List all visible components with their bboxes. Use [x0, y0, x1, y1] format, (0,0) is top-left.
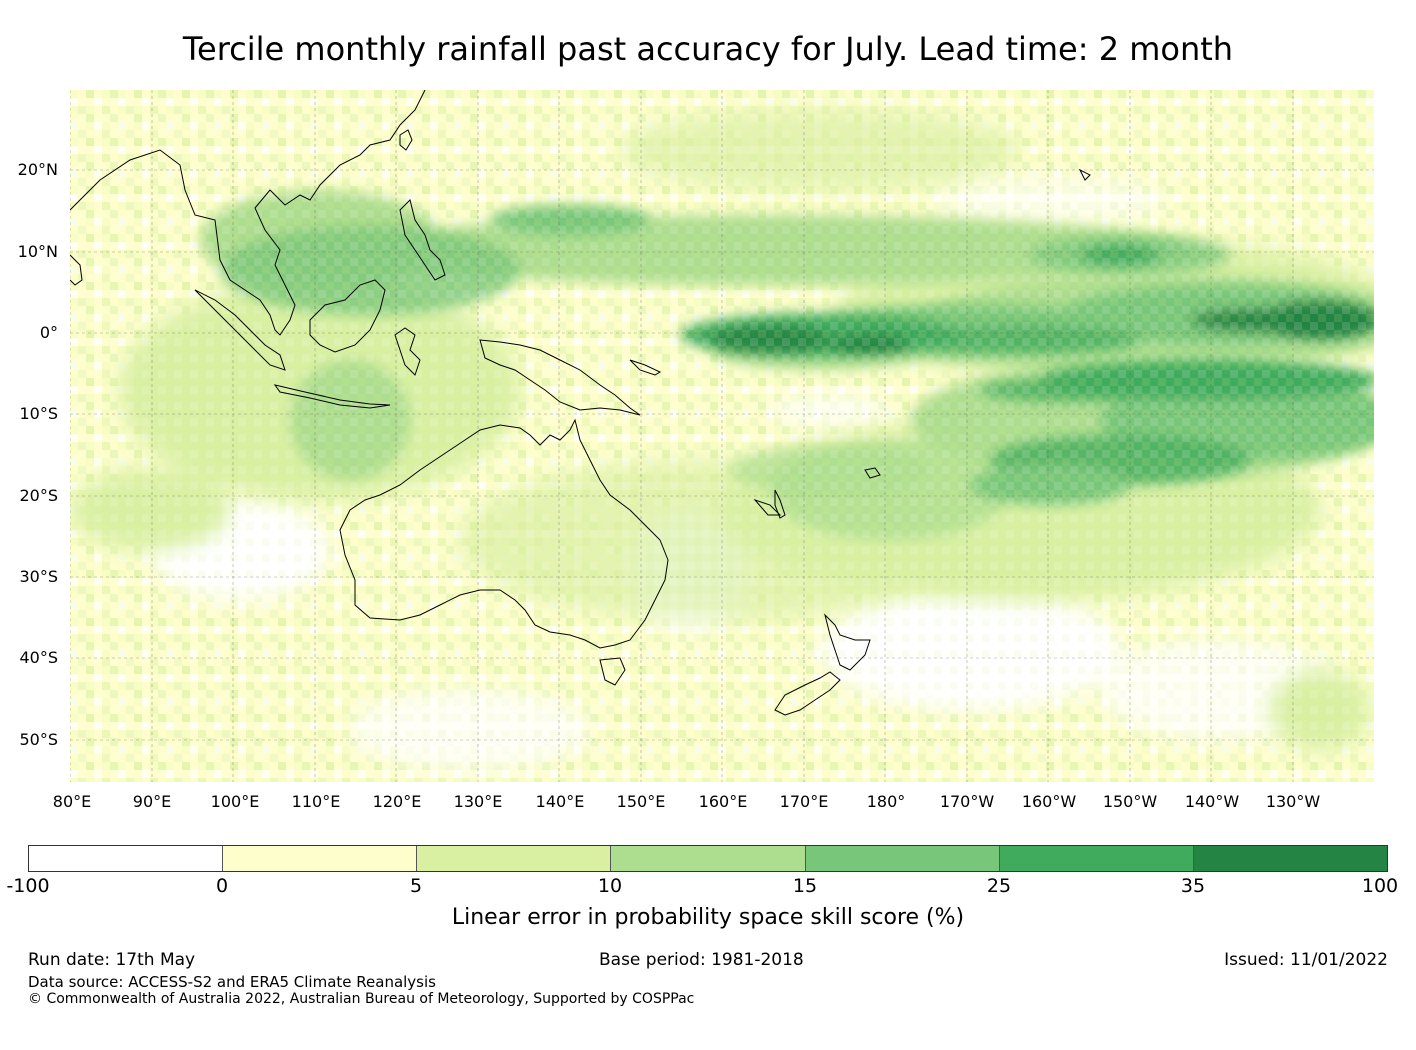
coast-nz-north [824, 613, 871, 671]
lon-label-150e: 150°E [616, 792, 666, 811]
coast-nz-south [774, 671, 841, 716]
coast-southeast-asia [70, 90, 426, 336]
legend-tick: 25 [986, 875, 1012, 897]
run-date: Run date: 17th May [28, 950, 196, 970]
lon-label-170w: 170°W [939, 792, 995, 811]
coast-sulawesi [394, 327, 421, 376]
lat-label-20n: 20°N [17, 160, 58, 179]
map-svg [70, 90, 1374, 782]
legend-tick: -100 [6, 875, 50, 897]
lon-label-130e: 130°E [453, 792, 503, 811]
legend-swatch-5-10 [417, 846, 612, 871]
coast-philippines [399, 199, 446, 281]
lon-label-160e: 160°E [698, 792, 748, 811]
coast-new-guinea [479, 339, 641, 416]
base-period: Base period: 1981-2018 [599, 950, 804, 970]
legend-tick: 0 [215, 875, 229, 897]
legend-swatch-neg100-0 [29, 846, 224, 871]
legend-swatch-10-15 [611, 846, 806, 871]
issued-date: Issued: 11/01/2022 [1224, 950, 1388, 970]
legend-tick: 10 [597, 875, 623, 897]
data-source: Data source: ACCESS-S2 and ERA5 Climate … [28, 973, 436, 991]
chart-title: Tercile monthly rainfall past accuracy f… [182, 30, 1234, 68]
coast-borneo [309, 279, 386, 353]
legend-tick: 15 [792, 875, 818, 897]
legend-swatch-0-5 [223, 846, 418, 871]
lon-label-100e: 100°E [210, 792, 260, 811]
coast-sumatra [194, 289, 286, 371]
lat-label-10s: 10°S [19, 404, 58, 423]
lon-label-120e: 120°E [372, 792, 422, 811]
lat-label-50s: 50°S [19, 730, 58, 749]
legend-colorbar [28, 845, 1388, 872]
coast-australia [339, 418, 669, 649]
lat-label-0: 0° [39, 323, 58, 342]
legend-swatch-25-35 [999, 846, 1194, 871]
lon-label-110e: 110°E [291, 792, 341, 811]
lon-label-170e: 170°E [779, 792, 829, 811]
lon-label-140w: 140°W [1184, 792, 1240, 811]
legend-swatch-35-100 [1193, 846, 1387, 871]
coast-solomons [629, 359, 662, 376]
coast-new-caledonia [753, 498, 782, 516]
lon-label-180: 180° [866, 792, 906, 811]
coast-java [273, 384, 391, 409]
legend-tick: 5 [409, 875, 423, 897]
lat-label-40s: 40°S [19, 648, 58, 667]
coast-hawaii [1078, 168, 1091, 181]
lon-label-140e: 140°E [535, 792, 585, 811]
skill-score-map [70, 90, 1374, 782]
lat-label-30s: 30°S [19, 567, 58, 586]
copyright-notice: © Commonwealth of Australia 2022, Austra… [28, 991, 695, 1007]
lon-label-130w: 130°W [1265, 792, 1321, 811]
coast-taiwan [399, 129, 413, 151]
legend-tick: 100 [1361, 875, 1399, 897]
lat-label-10n: 10°N [17, 242, 58, 261]
coast-sri-lanka [70, 254, 83, 286]
coast-vanuatu [774, 489, 786, 519]
lon-label-80e: 80°E [52, 792, 92, 811]
legend-swatch-15-25 [805, 846, 1000, 871]
map-gridlines [70, 90, 1374, 782]
lon-label-90e: 90°E [132, 792, 172, 811]
lon-label-160w: 160°W [1021, 792, 1077, 811]
legend-tick: 35 [1180, 875, 1206, 897]
lon-label-150w: 150°W [1102, 792, 1158, 811]
lat-label-20s: 20°S [19, 486, 58, 505]
coastlines [70, 90, 1091, 716]
coast-tasmania [599, 657, 626, 686]
coast-fiji [864, 467, 881, 479]
legend-label: Linear error in probability space skill … [451, 905, 965, 930]
